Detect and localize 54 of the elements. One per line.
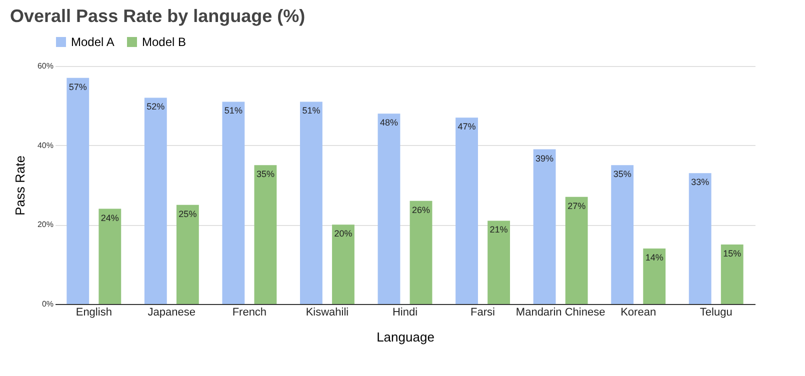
data-label: 21%	[490, 224, 508, 235]
bar	[456, 118, 478, 304]
bar	[720, 244, 744, 304]
x-axis-title: Language	[376, 330, 434, 344]
bar	[488, 220, 510, 304]
bar	[98, 208, 122, 304]
bar	[565, 196, 588, 304]
data-label: 47%	[458, 122, 476, 132]
x-tick-label: French	[232, 306, 267, 318]
data-label: 57%	[68, 82, 87, 92]
legend-label: Model A	[71, 35, 114, 49]
y-axis-title: Pass Rate	[12, 156, 28, 216]
bar	[533, 149, 556, 304]
bar	[688, 173, 712, 304]
data-label: 39%	[536, 153, 554, 164]
bar	[643, 248, 666, 304]
data-label: 20%	[334, 228, 352, 239]
data-label: 33%	[691, 177, 710, 188]
bar	[66, 78, 90, 304]
x-tick-label: Farsi	[470, 306, 496, 318]
data-label: 25%	[178, 208, 197, 219]
data-label: 35%	[613, 169, 632, 180]
x-tick-label: Japanese	[148, 306, 196, 318]
y-tick-label: 60%	[37, 62, 54, 70]
bar	[410, 200, 432, 304]
x-tick-label: English	[76, 306, 112, 318]
y-tick-label: 20%	[37, 220, 54, 230]
data-label: 27%	[568, 200, 586, 211]
data-label: 51%	[302, 106, 320, 116]
bar	[222, 102, 245, 304]
data-label: 35%	[256, 169, 274, 180]
bar	[611, 165, 634, 304]
x-tick-label: Telugu	[700, 306, 732, 318]
data-label: 48%	[380, 118, 398, 128]
x-tick-label: Mandarin Chinese	[516, 306, 606, 318]
x-tick-label: Kiswahili	[306, 306, 349, 318]
bar	[176, 204, 199, 304]
y-tick-label: 0%	[42, 300, 54, 308]
bar	[378, 114, 400, 304]
data-label: 52%	[146, 102, 165, 112]
legend-label: Model B	[142, 35, 186, 49]
y-tick-label: 40%	[37, 140, 54, 150]
bar	[332, 224, 354, 304]
x-tick-label: Korean	[620, 306, 656, 318]
data-label: 26%	[412, 204, 430, 215]
data-label: 51%	[224, 106, 242, 116]
bar	[254, 165, 277, 304]
bar	[300, 102, 322, 304]
data-label: 15%	[723, 248, 742, 258]
x-tick-label: Hindi	[392, 306, 418, 318]
bar	[144, 98, 167, 304]
chart-title: Overall Pass Rate by language (%)	[10, 6, 306, 26]
data-label: 14%	[645, 252, 664, 262]
data-label: 24%	[100, 212, 119, 223]
